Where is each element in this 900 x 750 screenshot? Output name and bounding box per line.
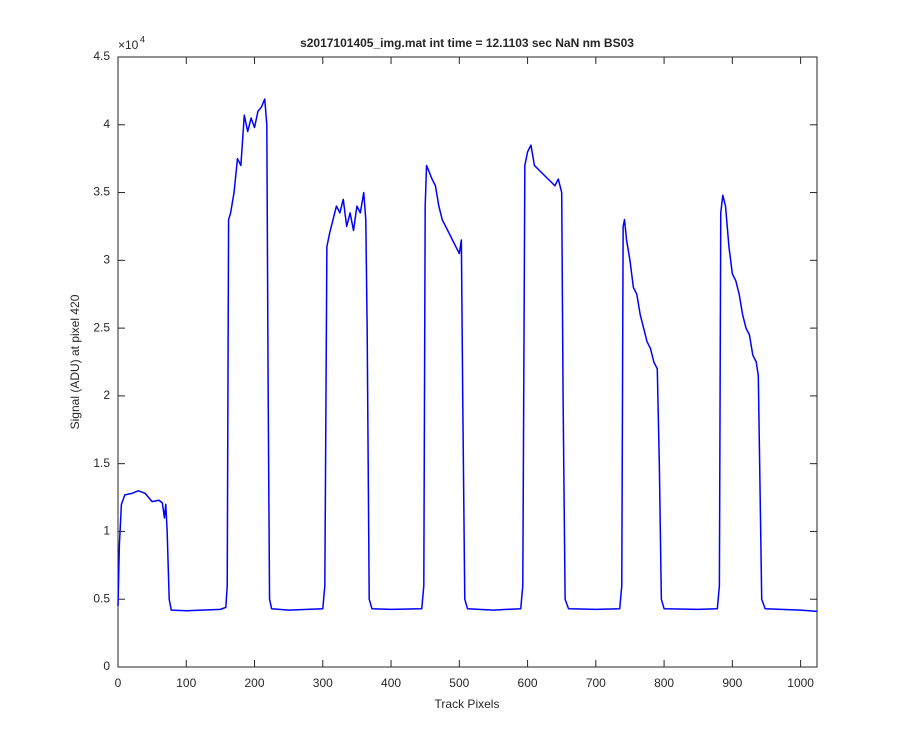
x-tick-label: 300: [313, 676, 333, 690]
axes-box: [117, 56, 818, 668]
y-multiplier-exponent: 4: [140, 34, 145, 44]
x-tick-label: 600: [518, 676, 538, 690]
y-axis-label: Signal (ADU) at pixel 420: [68, 294, 82, 429]
y-tick-label: 1.5: [93, 456, 110, 470]
y-tick-label: 2: [103, 388, 110, 402]
x-tick-label: 200: [245, 676, 265, 690]
x-axis-label: Track Pixels: [435, 697, 500, 711]
y-tick-label: 4.5: [93, 49, 110, 63]
data-line: [117, 98, 818, 613]
chart-title: s2017101405_img.mat int time = 12.1103 s…: [300, 36, 634, 50]
x-tick-label: 0: [115, 676, 122, 690]
y-tick-label: 0.5: [93, 591, 110, 605]
y-tick-label: 3.5: [93, 185, 110, 199]
x-tick-label: 100: [176, 676, 196, 690]
x-tick-label: 800: [654, 676, 674, 690]
x-tick-label: 700: [586, 676, 606, 690]
y-multiplier: ×10: [118, 38, 139, 52]
x-tick-label: 500: [449, 676, 469, 690]
x-tick-label: 1000: [787, 676, 814, 690]
y-tick-label: 1: [103, 524, 110, 538]
y-tick-label: 0: [103, 659, 110, 673]
x-tick-label: 900: [722, 676, 742, 690]
y-tick-label: 2.5: [93, 320, 110, 334]
x-tick-label: 400: [381, 676, 401, 690]
y-tick-label: 4: [103, 117, 110, 131]
y-tick-label: 3: [103, 253, 110, 267]
